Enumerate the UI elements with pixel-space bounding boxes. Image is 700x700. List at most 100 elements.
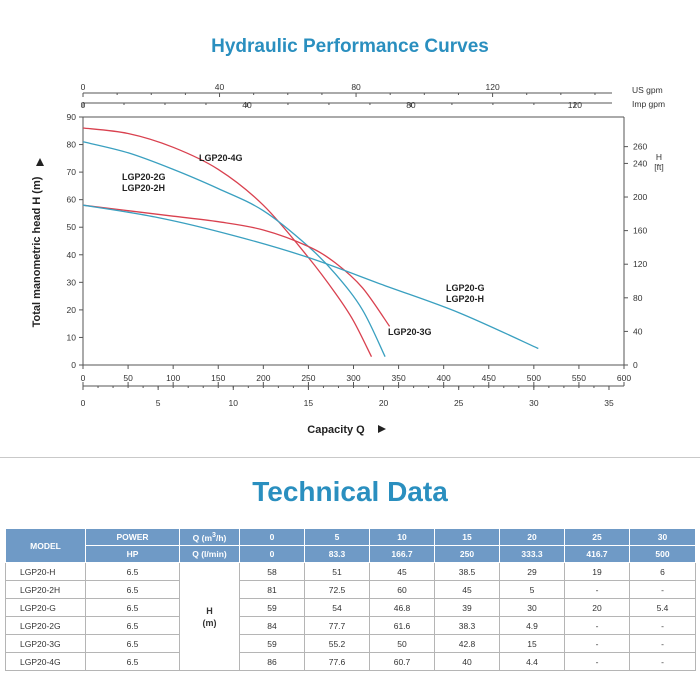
lmin-tick-label: 0 [81,373,86,383]
m3h-tick-label: 0 [81,398,86,408]
q-lmin-value: 83.3 [304,545,370,563]
y-axis-arrow-icon [36,158,44,166]
q-m3h-value: 0 [239,528,305,546]
head-value-cell: - [629,634,696,653]
model-cell: LGP20-2H [5,580,86,599]
head-value-cell: 59 [239,634,305,653]
ft-tick-label: 200 [633,192,647,202]
q-m3h-header: Q (m3/h) [179,528,240,546]
label-lgp20-3g: LGP20-3G [388,327,432,337]
q-lmin-value: 166.7 [369,545,435,563]
technical-data-table: MODEL POWER Q (m3/h) 0 5 10 15 20 25 30 … [5,528,696,671]
imp-gpm-unit: Imp gpm [632,99,665,109]
table-row: LGP20-4G 6.5 86 77.6 60.7 40 4.4- - [5,652,696,671]
head-value-cell: 5 [499,580,565,599]
model-cell: LGP20-3G [5,634,86,653]
q-lmin-value: 0 [239,545,305,563]
us-gpm-tick-label: 80 [351,82,361,92]
head-value-cell: 50 [369,634,435,653]
table-row: LGP20-G 6.5 59 54 46.8 39 30 20 5.4 [5,598,696,617]
curve-lgp20-g [82,204,539,350]
m3h-tick-label: 15 [304,398,314,408]
power-header: POWER [85,528,180,546]
head-value-cell: 19 [564,562,630,581]
label-lgp20-2g: LGP20-2G [122,172,166,182]
us-gpm-unit: US gpm [632,85,663,95]
y-axis-title: Total manometric head H (m) [31,176,43,327]
m3h-tick-label: 30 [529,398,539,408]
q-lmin-header: Q (l/min) [179,545,240,563]
m3h-tick-label: 5 [156,398,161,408]
us-gpm-tick-label: 0 [81,82,86,92]
hp-cell: 6.5 [85,598,180,617]
ft-tick-label: 80 [633,293,643,303]
technical-data-title: Technical Data [252,476,448,507]
q-lmin-value: 416.7 [564,545,630,563]
lmin-tick-label: 350 [391,373,405,383]
q-lmin-value: 500 [629,545,696,563]
imp-gpm-tick-label: 40 [242,100,252,110]
ft-tick-label: 160 [633,226,647,236]
q-lmin-value: 333.3 [499,545,565,563]
y-tick-label: 60 [67,195,77,205]
label-lgp20-g: LGP20-G [446,283,485,293]
model-cell: LGP20-H [5,562,86,581]
lmin-tick-label: 400 [437,373,451,383]
table-header-row-2: HP Q (l/min) 0 83.3 166.7 250 333.3 416.… [6,545,696,563]
q-m3h-value: 20 [499,528,565,546]
hp-header: HP [85,545,180,563]
y-tick-label: 50 [67,222,77,232]
label-lgp20-4g: LGP20-4G [199,153,243,163]
h-label: H [206,605,213,616]
lmin-tick-label: 200 [256,373,270,383]
imp-gpm-tick-label: 120 [568,100,582,110]
performance-chart: Total manometric head H (m) Capacity Q 0 1… [31,82,666,436]
head-value-cell: 55.2 [304,634,370,653]
y-tick-label: 90 [67,112,77,122]
lmin-tick-label: 50 [123,373,133,383]
curve-lgp20-3g [82,204,391,327]
head-value-cell: - [629,580,696,599]
head-value-cell: 29 [499,562,565,581]
y-tick-label: 80 [67,140,77,150]
head-value-cell: - [564,616,630,635]
chart-ticks: 010203040506070809004080120160200240260H… [67,82,666,408]
model-cell: LGP20-4G [5,652,86,671]
y-tick-label: 10 [67,332,77,342]
head-value-cell: 20 [564,598,630,617]
ft-unit-ft: [ft] [654,162,663,172]
head-value-cell: 60 [369,580,435,599]
m3h-tick-label: 25 [454,398,464,408]
lmin-tick-label: 500 [527,373,541,383]
y-tick-label: 40 [67,250,77,260]
lmin-tick-label: 100 [166,373,180,383]
h-unit: (m) [202,617,217,628]
head-value-cell: 40 [434,652,500,671]
ft-tick-label: 260 [633,142,647,152]
hp-cell: 6.5 [85,634,180,653]
head-value-cell: 81 [239,580,305,599]
ft-unit-h: H [656,152,662,162]
head-value-cell: 61.6 [369,616,435,635]
q-m3h-value: 25 [564,528,630,546]
q-m3h-value: 30 [629,528,696,546]
lmin-tick-label: 600 [617,373,631,383]
x-axis-arrow-icon [378,425,386,433]
head-value-cell: 60.7 [369,652,435,671]
y-tick-label: 30 [67,277,77,287]
label-lgp20-h: LGP20-H [446,294,484,304]
y-tick-label: 0 [71,360,76,370]
q-m3h-value: 10 [369,528,435,546]
table-row: LGP20-H 6.5 H (m) 58 51 45 38.5 29 19 6 [5,562,696,671]
head-value-cell: 58 [239,562,305,581]
hp-cell: 6.5 [85,562,180,581]
head-value-cell: 45 [369,562,435,581]
ft-tick-label: 40 [633,326,643,336]
head-value-cell: 84 [239,616,305,635]
q-m3h-value: 5 [304,528,370,546]
chart-title: Hydraulic Performance Curves [211,36,489,57]
head-value-cell: 38.3 [434,616,500,635]
curve-lgp20-2g [82,141,386,357]
table-row: LGP20-3G 6.5 59 55.2 50 42.8 15- - [5,634,696,653]
m3h-tick-label: 10 [229,398,239,408]
